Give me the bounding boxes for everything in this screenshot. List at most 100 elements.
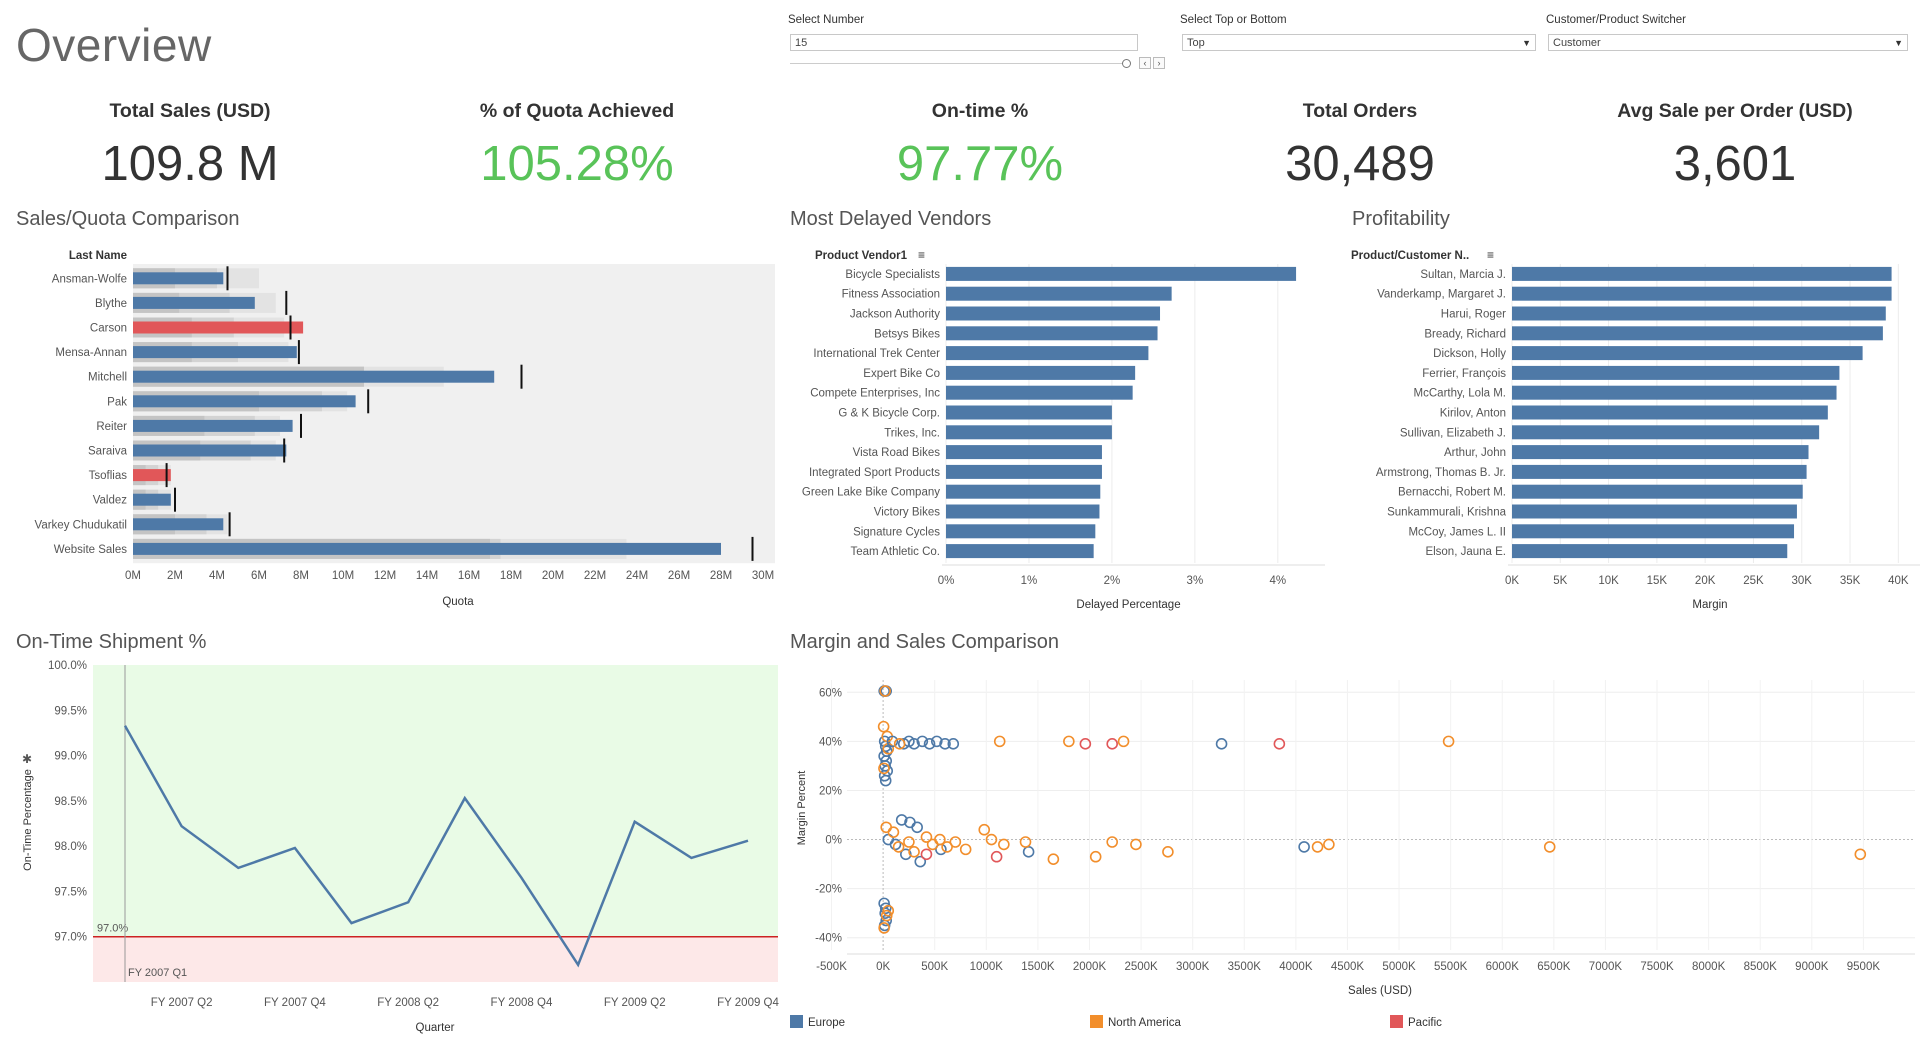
x-tick-label: 12M <box>374 570 396 582</box>
kpi-total-sales-title: Total Sales (USD) <box>109 100 271 122</box>
category-label: Ansman-Wolfe <box>52 273 127 285</box>
y-tick-label: 40% <box>819 736 842 748</box>
next-button[interactable]: › <box>1153 57 1165 69</box>
x-tick-label: 6M <box>251 570 267 582</box>
y-tick-label: 0% <box>825 835 842 847</box>
kpi-ontime-value: 97.77% <box>896 137 1064 191</box>
kpi-quota-title: % of Quota Achieved <box>479 100 675 122</box>
sales-bar <box>133 395 356 408</box>
category-label: Sunkammurali, Krishna <box>1387 507 1506 519</box>
bar <box>946 286 1172 301</box>
category-label: Dickson, Holly <box>1433 348 1506 360</box>
scatter-point <box>1063 735 1075 748</box>
category-label: Betsys Bikes <box>874 328 940 340</box>
bar <box>946 306 1161 321</box>
scatter-point <box>1323 838 1335 851</box>
bar <box>1512 326 1883 341</box>
category-label: Green Lake Bike Company <box>802 487 940 499</box>
scatter-point <box>879 685 891 697</box>
x-tick-label: 4000K <box>1279 961 1313 973</box>
bar <box>946 524 1096 539</box>
scatter-point <box>978 823 991 836</box>
scatter-point <box>878 922 890 934</box>
scatter-point <box>947 738 960 750</box>
bar <box>1512 544 1788 559</box>
scatter-point <box>998 838 1010 851</box>
scatter-point <box>1298 841 1310 853</box>
bar <box>1512 385 1837 400</box>
scatter-point <box>993 735 1006 748</box>
category-label: Bernacchi, Robert M. <box>1398 487 1506 499</box>
scatter-point <box>1130 838 1142 851</box>
category-label: Harui, Roger <box>1441 309 1506 321</box>
scatter-point <box>1117 735 1130 748</box>
select-number-input[interactable]: 15 <box>790 34 1138 51</box>
x-tick-label: FY 2007 Q2 <box>151 997 213 1009</box>
scatter-point <box>892 841 905 853</box>
x-tick-label: 2% <box>1104 575 1121 587</box>
scatter-point <box>886 735 899 748</box>
category-label: Mitchell <box>88 372 127 384</box>
row-header: Product/Customer N.. <box>1351 250 1469 262</box>
delayed-vendors-chart: Product Vendor1 ≡ Bicycle Specialists Fitne… <box>802 248 1325 611</box>
switcher-dropdown[interactable]: Customer ▼ <box>1548 34 1908 51</box>
kpi-avg-sale-title: Avg Sale per Order (USD) <box>1617 100 1853 122</box>
kpi-total-sales-value: 109.8 M <box>101 137 279 191</box>
scatter-point <box>1089 850 1102 863</box>
bar <box>1512 484 1803 499</box>
switcher-label: Customer/Product Switcher <box>1546 14 1686 26</box>
bar <box>1512 306 1886 321</box>
kpi-orders-value: 30,489 <box>1285 137 1435 191</box>
scatter-point <box>1273 738 1286 750</box>
legend-label: Europe <box>808 1017 845 1029</box>
scatter-point <box>900 848 912 861</box>
scatter-point <box>926 838 939 851</box>
scatter-point <box>1311 841 1324 853</box>
select-top-bottom-dropdown[interactable]: Top ▼ <box>1182 34 1536 51</box>
bar <box>1512 346 1863 361</box>
bar <box>946 385 1133 400</box>
scatter-point <box>889 838 902 851</box>
plot-background <box>133 264 775 564</box>
switcher-value: Customer <box>1553 37 1601 49</box>
select-number-slider[interactable] <box>790 59 1131 68</box>
select-number-label: Select Number <box>788 14 865 26</box>
x-tick-label: 30K <box>1792 575 1813 587</box>
sales-bar <box>133 370 495 383</box>
reference-label: FY 2007 Q1 <box>128 967 187 979</box>
x-axis-label: Quarter <box>416 1022 455 1034</box>
sort-icon: ≡ <box>918 248 925 262</box>
bar <box>946 405 1112 420</box>
select-top-bottom-value: Top <box>1187 37 1205 49</box>
x-tick-label: 2500K <box>1124 961 1158 973</box>
scatter-point <box>911 821 923 834</box>
category-label: Victory Bikes <box>874 507 941 519</box>
x-tick-label: 4M <box>209 570 225 582</box>
x-tick-label: 26M <box>668 570 690 582</box>
bar <box>946 464 1102 479</box>
category-label: Elson, Jauna E. <box>1425 546 1506 558</box>
x-tick-label: 3000K <box>1176 961 1210 973</box>
sales-bar <box>133 296 255 309</box>
scatter-point <box>920 848 933 861</box>
slider-handle[interactable] <box>1122 59 1131 68</box>
category-label: Varkey Chudukatil <box>35 519 127 531</box>
category-label: Saraiva <box>88 446 128 458</box>
bar <box>946 504 1100 519</box>
x-tick-label: 10M <box>332 570 354 582</box>
x-tick-label: 2000K <box>1073 961 1107 973</box>
x-tick-label: 3500K <box>1228 961 1262 973</box>
bar <box>946 445 1102 460</box>
prev-button[interactable]: ‹ <box>1139 57 1151 69</box>
category-label: Signature Cycles <box>853 526 940 538</box>
x-axis-label: Margin <box>1692 599 1727 611</box>
scatter-point <box>878 769 891 782</box>
sales-bar <box>133 321 304 334</box>
scatter-point <box>1854 848 1867 861</box>
x-tick-label: 1500K <box>1021 961 1055 973</box>
category-label: Valdez <box>93 495 128 507</box>
profitability-chart: Product/Customer N.. ≡ Sultan, Marcia J. Va… <box>1351 248 1920 611</box>
scatter-point <box>920 831 933 843</box>
x-tick-label: 5K <box>1553 575 1567 587</box>
kpi-avg-sale-value: 3,601 <box>1673 137 1797 191</box>
